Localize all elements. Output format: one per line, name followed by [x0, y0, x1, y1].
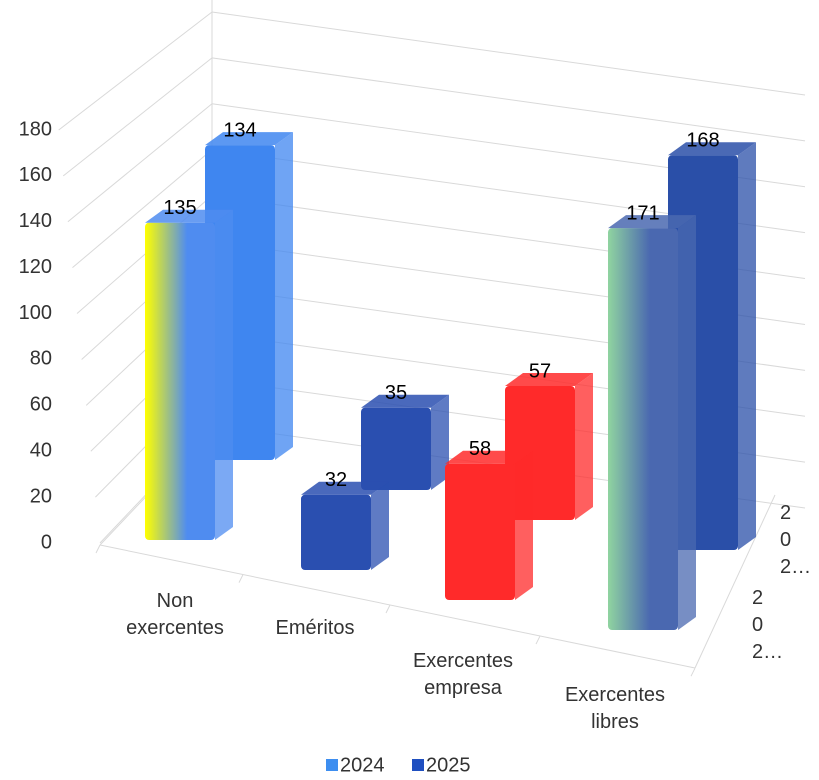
- bar-front: [361, 407, 431, 490]
- tick: [238, 574, 244, 583]
- legend-swatch: [412, 759, 424, 771]
- bar: [145, 209, 233, 540]
- data-label: 58: [469, 438, 491, 460]
- y-tick-label: 20: [30, 485, 52, 507]
- bar: [608, 215, 696, 630]
- grid-line: [211, 11, 806, 96]
- y-tick-label: 140: [19, 210, 52, 232]
- bar-top: [301, 481, 389, 495]
- bar-front: [608, 228, 678, 630]
- x-tick-label: Exercentes libres: [564, 684, 666, 733]
- bar-top: [608, 215, 696, 229]
- bar: [361, 394, 449, 490]
- bar-side: [215, 209, 233, 540]
- grid-line: [62, 57, 213, 177]
- data-label: 168: [686, 129, 719, 151]
- bar-top: [361, 394, 449, 408]
- bar-front: [301, 494, 371, 570]
- bar-side: [275, 132, 293, 460]
- bar: [301, 481, 389, 570]
- x-tick-label: Non exercentes: [126, 590, 224, 639]
- bar-top: [505, 373, 593, 387]
- y-tick-label: 120: [19, 256, 52, 278]
- bar-top: [205, 132, 293, 146]
- data-label: 134: [223, 119, 256, 141]
- bar-side: [738, 142, 756, 550]
- data-label: 171: [626, 202, 659, 224]
- data-label: 57: [529, 360, 551, 382]
- floor-edge: [99, 544, 696, 669]
- bar-front: [145, 222, 215, 540]
- x-tick-label: Exercentes empresa: [412, 650, 514, 699]
- data-label: 32: [325, 469, 347, 491]
- y-tick-label: 0: [41, 531, 52, 553]
- y-tick-label: 40: [30, 440, 52, 462]
- bar-front: [445, 463, 515, 600]
- y-tick-label: 80: [30, 348, 52, 370]
- y-tick-label: 60: [30, 394, 52, 416]
- data-label: 135: [163, 197, 196, 219]
- grid-line: [67, 103, 213, 223]
- depth-label: 2 0 2…: [752, 587, 784, 663]
- tick: [95, 544, 101, 554]
- bar-side: [575, 373, 593, 520]
- y-tick-label: 160: [19, 164, 52, 186]
- bar-side: [678, 215, 696, 630]
- grid-line: [211, 57, 806, 142]
- legend-label: 2024: [340, 754, 385, 776]
- legend-swatch: [326, 759, 338, 771]
- x-tick-label: Eméritos: [275, 617, 355, 639]
- y-tick-label: 180: [19, 118, 52, 140]
- y-tick-label: 100: [19, 302, 52, 324]
- bar-side: [371, 481, 389, 570]
- legend-label: 2025: [426, 754, 471, 776]
- bar-top: [668, 142, 756, 156]
- data-label: 35: [385, 382, 407, 404]
- bar-side: [431, 394, 449, 490]
- grid-line: [72, 149, 213, 269]
- bar: [445, 450, 533, 600]
- bar-top: [445, 450, 533, 464]
- bar-side: [515, 450, 533, 600]
- tick: [690, 667, 696, 677]
- grid-line: [58, 11, 213, 131]
- tick: [385, 604, 391, 614]
- depth-label: 2 0 2…: [780, 502, 812, 578]
- bar-top: [145, 209, 233, 223]
- tick: [535, 635, 541, 645]
- floor-edge: [694, 494, 776, 669]
